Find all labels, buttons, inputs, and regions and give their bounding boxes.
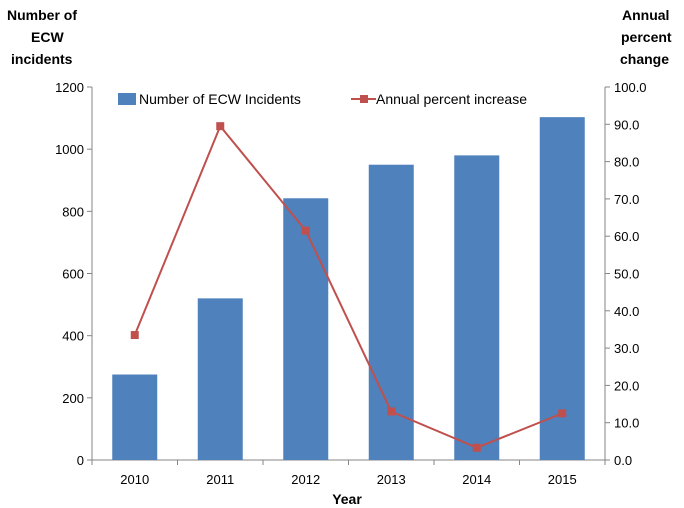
line-point: [130, 331, 139, 340]
x-tick-label: 2012: [291, 472, 320, 487]
line-point: [301, 226, 310, 235]
x-tick-label: 2010: [120, 472, 149, 487]
line-point: [472, 443, 481, 452]
bar: [283, 198, 329, 461]
bar: [368, 164, 414, 461]
line-series: [130, 122, 567, 452]
bar: [197, 298, 243, 460]
y-axis-right-title-line-2: percent: [621, 29, 672, 45]
y-left-tick-label: 400: [62, 329, 84, 344]
line-point: [216, 122, 225, 131]
bar: [454, 155, 500, 460]
y-axis-left-title-line-3: incidents: [11, 51, 73, 67]
y-axis-right-title-line-1: Annual: [622, 7, 669, 23]
y-right-tick-label: 40.0: [614, 304, 639, 319]
legend-swatch-bars: [118, 93, 136, 105]
y-right-tick-label: 70.0: [614, 192, 639, 207]
x-tick-label: 2013: [377, 472, 406, 487]
y-right-tick-label: 30.0: [614, 341, 639, 356]
y-right-tick-label: 60.0: [614, 229, 639, 244]
y-right-tick-label: 20.0: [614, 378, 639, 393]
legend: Number of ECW Incidents Annual percent i…: [118, 91, 527, 107]
bar-series: [112, 117, 585, 461]
bar: [112, 374, 158, 460]
y-right-tick-label: 80.0: [614, 155, 639, 170]
line-point: [387, 407, 396, 416]
y-axis-left-title-line-2: ECW: [31, 29, 64, 45]
axes: [87, 86, 610, 465]
line-point: [558, 409, 567, 418]
y-axis-left-title-line-1: Number of: [7, 7, 77, 23]
y-left-tick-label: 800: [62, 204, 84, 219]
legend-swatch-line-marker: [360, 95, 368, 103]
legend-label-line: Annual percent increase: [376, 91, 527, 107]
x-tick-label: 2015: [548, 472, 577, 487]
x-axis-title: Year: [332, 491, 362, 507]
y-left-tick-label: 600: [62, 267, 84, 282]
y-left-tick-label: 0: [77, 453, 84, 468]
y-right-tick-label: 50.0: [614, 267, 639, 282]
bar: [539, 117, 585, 461]
y-left-tick-label: 200: [62, 391, 84, 406]
y-right-tick-label: 90.0: [614, 117, 639, 132]
x-tick-label: 2014: [462, 472, 491, 487]
y-right-tick-label: 0.0: [614, 453, 632, 468]
y-axis-right-title-line-3: change: [620, 51, 669, 67]
y-right-tick-label: 100.0: [614, 80, 647, 95]
legend-label-bars: Number of ECW Incidents: [139, 91, 301, 107]
y-left-tick-label: 1000: [55, 142, 84, 157]
tick-labels: 0 200 400 600 800 1000 1200 0.0 10.0 20.0 30.0 40.0…: [55, 80, 646, 487]
line-path: [133, 124, 563, 449]
y-right-tick-label: 10.0: [614, 416, 639, 431]
y-left-tick-label: 1200: [55, 80, 84, 95]
x-tick-label: 2011: [206, 472, 234, 487]
